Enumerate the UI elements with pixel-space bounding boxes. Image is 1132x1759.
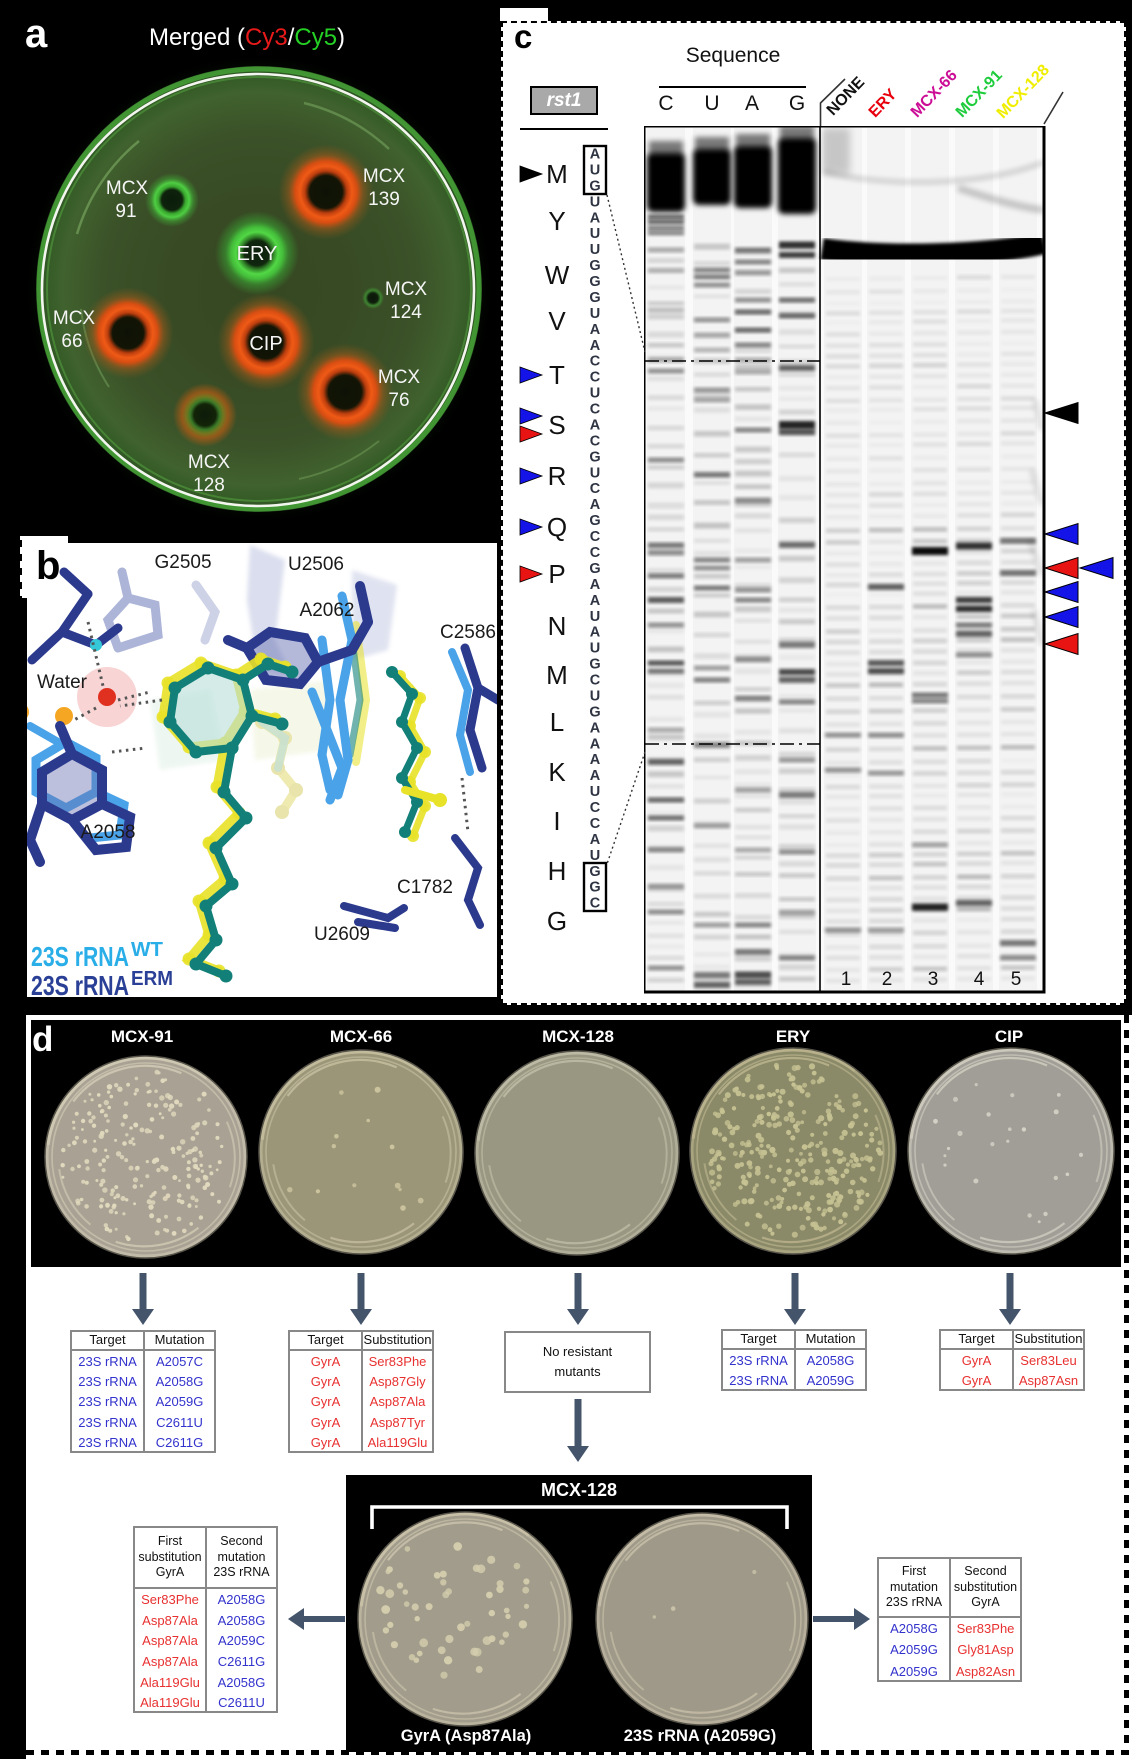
- svg-text:H: H: [548, 856, 567, 886]
- svg-text:U: U: [590, 465, 600, 481]
- svg-text:C: C: [590, 896, 601, 912]
- svg-text:U: U: [590, 609, 600, 625]
- svg-text:C: C: [590, 545, 601, 561]
- svg-text:A2058: A2058: [81, 822, 136, 843]
- svg-text:G2505: G2505: [154, 552, 211, 573]
- svg-text:V: V: [548, 306, 566, 336]
- svg-text:C: C: [590, 433, 601, 449]
- svg-text:2: 2: [882, 969, 893, 990]
- svg-text:76: 76: [388, 390, 409, 411]
- svg-text:5: 5: [1011, 969, 1022, 990]
- svg-text:G: G: [589, 274, 600, 290]
- svg-text:ERM: ERM: [131, 968, 173, 990]
- svg-text:A2062: A2062: [300, 600, 355, 621]
- svg-text:U: U: [590, 688, 600, 704]
- svg-text:G: G: [589, 290, 600, 306]
- svg-text:3: 3: [928, 969, 939, 990]
- svg-text:U: U: [590, 226, 600, 242]
- svg-text:128: 128: [193, 475, 225, 496]
- svg-text:U: U: [590, 306, 600, 322]
- svg-text:WT: WT: [131, 939, 163, 961]
- svg-text:A: A: [590, 720, 601, 736]
- svg-text:66: 66: [61, 331, 82, 352]
- svg-text:K: K: [548, 757, 566, 787]
- svg-text:G: G: [589, 864, 600, 880]
- svg-text:G: G: [589, 178, 600, 194]
- svg-text:U: U: [590, 386, 600, 402]
- svg-text:W: W: [545, 260, 570, 290]
- svg-text:I: I: [553, 806, 560, 836]
- svg-text:N: N: [548, 611, 567, 641]
- svg-text:G: G: [589, 258, 600, 274]
- svg-text:G: G: [589, 449, 600, 465]
- svg-text:MCX: MCX: [106, 178, 149, 199]
- svg-text:U: U: [590, 848, 600, 864]
- svg-text:M: M: [546, 660, 568, 690]
- svg-text:M: M: [546, 159, 568, 189]
- svg-text:A: A: [590, 625, 601, 641]
- svg-text:A: A: [590, 752, 601, 768]
- svg-text:91: 91: [115, 201, 136, 222]
- svg-text:U: U: [590, 242, 600, 258]
- svg-text:G: G: [589, 657, 600, 673]
- svg-text:139: 139: [368, 189, 400, 210]
- svg-text:C: C: [590, 481, 601, 497]
- svg-text:C: C: [590, 402, 601, 418]
- svg-text:A: A: [590, 147, 601, 163]
- svg-text:G: G: [589, 880, 600, 896]
- svg-text:U: U: [590, 194, 600, 210]
- svg-text:23S rRNA: 23S rRNA: [31, 970, 129, 997]
- svg-text:A: A: [590, 417, 601, 433]
- svg-text:A: A: [590, 577, 601, 593]
- svg-text:U: U: [590, 641, 600, 657]
- svg-text:A: A: [590, 338, 601, 354]
- svg-text:CIP: CIP: [249, 333, 282, 355]
- svg-text:G: G: [589, 513, 600, 529]
- svg-text:U2506: U2506: [288, 554, 344, 575]
- svg-text:124: 124: [390, 302, 422, 323]
- svg-text:C: C: [590, 529, 601, 545]
- svg-text:ERY: ERY: [237, 243, 278, 265]
- svg-text:C: C: [590, 354, 601, 370]
- svg-text:C: C: [590, 800, 601, 816]
- svg-text:A: A: [590, 322, 601, 338]
- svg-text:MCX: MCX: [363, 166, 406, 187]
- svg-text:A: A: [590, 210, 601, 226]
- svg-text:A: A: [590, 497, 601, 513]
- svg-text:MCX: MCX: [53, 308, 96, 329]
- svg-text:Y: Y: [548, 206, 565, 236]
- svg-text:4: 4: [974, 969, 985, 990]
- svg-text:MCX: MCX: [378, 367, 421, 388]
- svg-text:A: A: [590, 832, 601, 848]
- svg-text:Q: Q: [547, 512, 567, 542]
- svg-text:C1782: C1782: [397, 877, 453, 898]
- svg-text:MCX: MCX: [385, 279, 428, 300]
- svg-text:23S rRNA: 23S rRNA: [31, 941, 129, 972]
- svg-text:C: C: [590, 816, 601, 832]
- svg-text:1: 1: [841, 969, 852, 990]
- svg-text:C2586: C2586: [440, 622, 496, 643]
- svg-text:U2609: U2609: [314, 924, 370, 945]
- svg-text:R: R: [548, 461, 567, 491]
- svg-text:S: S: [548, 410, 565, 440]
- svg-text:G: G: [589, 561, 600, 577]
- svg-text:U: U: [590, 162, 600, 178]
- svg-text:A: A: [590, 593, 601, 609]
- svg-text:U: U: [590, 784, 600, 800]
- svg-text:C: C: [590, 673, 601, 689]
- svg-text:MCX: MCX: [188, 452, 231, 473]
- svg-text:T: T: [549, 360, 565, 390]
- svg-text:A: A: [590, 736, 601, 752]
- svg-text:A: A: [590, 768, 601, 784]
- svg-text:L: L: [550, 707, 564, 737]
- svg-text:G: G: [589, 704, 600, 720]
- svg-text:P: P: [548, 559, 565, 589]
- svg-text:G: G: [547, 906, 567, 936]
- svg-text:Water: Water: [37, 672, 88, 693]
- svg-text:C: C: [590, 370, 601, 386]
